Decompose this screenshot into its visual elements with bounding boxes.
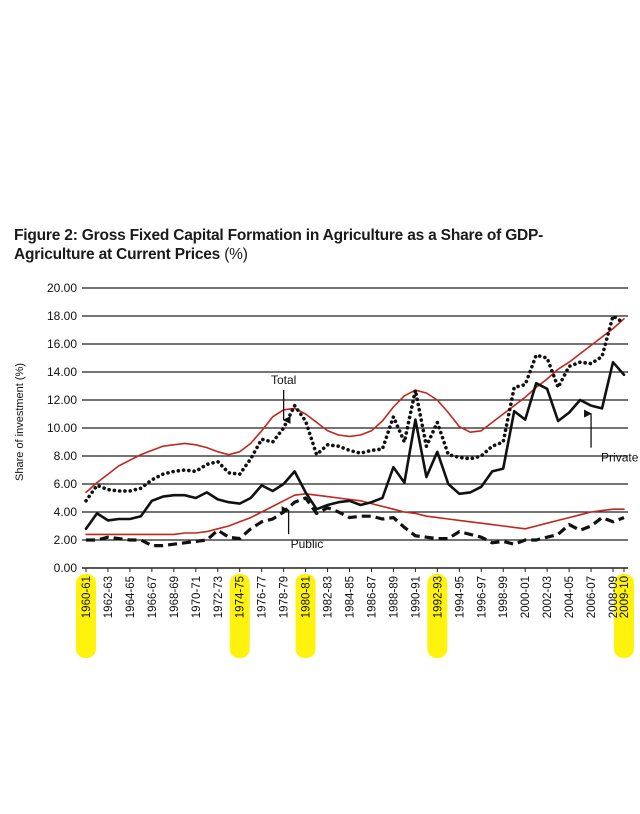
series-line-total [84,314,626,503]
highlight-marker [76,574,96,658]
x-tick-label: 2002-03 [542,576,554,618]
x-tick-label: 1962-63 [103,576,115,618]
series-line-private [84,360,626,531]
x-tick-label: 1960-61 [81,576,93,618]
x-tick-label: 1978-79 [279,576,291,618]
x-tick-label: 1992-93 [432,576,444,618]
y-tick-label: 6.00 [54,477,78,491]
chart-title: Figure 2: Gross Fixed Capital Formation … [14,226,614,264]
x-tick-label: 1968-69 [169,576,181,618]
y-tick-label: 20.00 [47,281,77,295]
x-tick-label: 1988-89 [388,576,400,618]
x-tick-label: 1980-81 [301,576,313,618]
x-tick-label: 1970-71 [191,576,203,618]
trend-line-4 [85,492,625,536]
x-tick-label: 1984-85 [345,576,357,618]
x-tick-label: 2006-07 [586,576,598,618]
highlight-marker [229,574,250,658]
y-tick-label: 2.00 [54,533,78,547]
y-tick-label: 18.00 [47,309,77,323]
y-tick-label: 12.00 [47,393,77,407]
annotation-label-public: Public [291,537,324,551]
x-tick-label: 1994-95 [454,576,466,618]
x-tick-label: 1998-99 [498,576,510,618]
highlight-marker [614,574,634,658]
series-line-public [86,496,625,548]
x-tick-label: 1974-75 [235,576,247,618]
y-tick-label: 4.00 [54,505,78,519]
trend-line-3 [85,317,625,494]
chart-title-unit: (%) [224,246,248,263]
x-tick-label: 1986-87 [366,576,378,618]
x-tick-label: 2004-05 [564,576,576,618]
x-tick-label: 1964-65 [125,576,137,618]
highlight-marker [427,574,448,658]
x-tick-label: 1966-67 [147,576,159,618]
x-tick-label: 1996-97 [476,576,488,618]
x-tick-label: 2000-01 [520,576,532,618]
x-tick-label: 1972-73 [213,576,225,618]
annotation-label-private: Private [601,451,639,465]
y-axis-label: Share of investment (%) [14,363,26,481]
y-tick-label: 10.00 [47,421,77,435]
x-tick-label: 2008-09 [608,576,620,618]
highlight-marker [295,574,316,658]
y-tick-label: 16.00 [47,337,77,351]
annotation-label-total: Total [271,373,296,387]
x-tick-label: 1990-91 [410,576,422,618]
x-tick-label: 2009-10 [619,576,631,618]
y-tick-label: 0.00 [54,561,78,575]
y-tick-label: 14.00 [47,365,77,379]
x-tick-label: 1976-77 [257,576,269,618]
x-tick-label: 1982-83 [323,576,335,618]
y-tick-label: 8.00 [54,449,78,463]
chart-title-text: Figure 2: Gross Fixed Capital Formation … [14,227,544,263]
